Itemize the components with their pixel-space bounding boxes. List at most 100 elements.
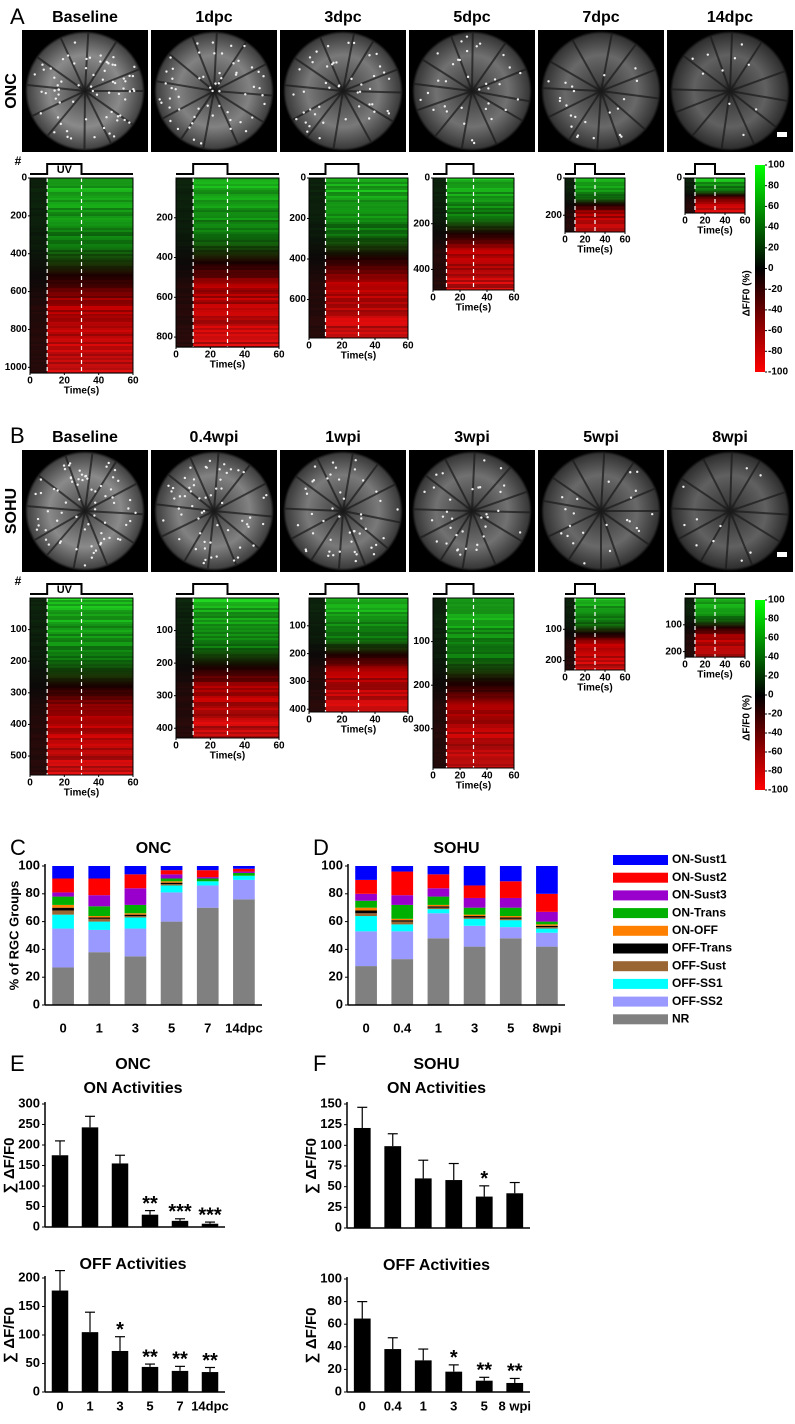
y-tick-label: 100 [18,1326,40,1341]
y-tick-label: 100 [10,624,27,635]
heatmap-frame [308,597,409,713]
cell-dot [329,538,332,542]
bar-segment [427,938,450,1005]
cell-dot [354,559,357,563]
heatmap-row [30,694,133,696]
vessel [47,90,86,137]
y-tick-label: 60 [329,913,343,928]
cell-dot [64,501,68,504]
heatmap-row [176,658,279,660]
x-axis-label: Time(s) [64,788,99,799]
legend-swatch [613,943,668,954]
cell-dot [436,52,439,55]
cell-dot [432,486,436,489]
vessel [83,90,86,150]
vessel [342,90,372,143]
heatmap-row [30,260,133,262]
bar-segment [52,910,74,915]
cell-dot [100,531,103,535]
cell-dot [441,472,444,475]
cell-dot [569,114,573,117]
vessel [84,90,112,144]
x-tick-label: 1 [420,1398,427,1413]
vessel [416,90,473,112]
y-tick-label: 600 [289,294,306,305]
colorbar-tick-label: 0 [768,690,774,701]
cell-dot [218,71,221,75]
pre-stimulus [685,598,695,657]
vessel [600,453,606,512]
legend-label: NR [672,1011,690,1025]
cell-dot [483,459,486,462]
cell-dot [443,105,446,108]
bar-segment [160,884,183,886]
cell-dot [133,65,136,69]
bar [445,1371,463,1392]
colorbar [755,165,765,372]
y-tick-label: 400 [156,252,173,263]
cell-dot [484,82,488,86]
heatmap-row [685,638,745,640]
y-tick-label: 200 [545,210,562,221]
bar [445,1180,463,1228]
y-tick-label: 400 [413,264,430,275]
cell-dot [465,35,469,38]
colorbar-tick-label: -80 [768,346,783,357]
heatmap-row [309,246,408,248]
vessel [471,68,527,92]
bar-segment [88,917,111,919]
cell-dot [691,57,694,60]
vessel [724,510,731,569]
cell-dot [218,104,221,108]
heatmap-row [565,616,625,618]
heatmap-frame [564,177,626,233]
bar-segment [88,921,111,930]
cell-dot [448,498,452,501]
cell-dot [54,97,58,100]
y-tick-label: 300 [289,676,306,687]
cell-dot [441,515,445,518]
heatmap-frame [684,597,746,658]
x-tick-label: 60 [508,771,520,782]
x-axis-label: Time(s) [64,386,99,397]
heatmap-row [565,610,625,612]
x-tick-label: 60 [739,660,751,671]
x-tick-label: 40 [719,660,731,671]
cell-dot [226,528,230,532]
heatmap-row [685,644,745,646]
cell-dot [71,100,75,103]
bar-segment [88,895,111,907]
chart-title: ONC [136,840,172,857]
bar-segment [499,918,522,921]
cell-dot [353,468,357,471]
cell-dot [375,490,378,493]
cell-dot [119,538,122,541]
x-axis-label: Time(s) [210,751,245,762]
bar-segment [355,966,377,1005]
bar-segment [124,928,147,957]
cell-dot [202,75,205,79]
cell-dot [375,52,378,56]
bar-segment [536,928,558,933]
cell-dot [177,108,181,111]
heatmap-row [30,274,133,276]
cell-dot [364,527,368,531]
cell-dot [350,540,353,543]
cell-dot [112,135,116,138]
cell-dot [192,138,196,141]
cell-dot [313,113,317,116]
panel-letter: F [313,1051,326,1076]
vessel [213,33,218,92]
cell-dot [117,92,121,96]
cell-dot [304,487,307,490]
x-tick-label: 20 [454,771,466,782]
x-axis-label: Time(s) [341,725,376,736]
bar-segment [499,920,522,928]
cell-dot [75,548,78,551]
heatmap-row [433,266,514,268]
vessel [191,36,215,92]
y-tick-label: 100 [18,1177,40,1192]
chart-subtitle: OFF Activities [80,1256,187,1273]
cell-dot [40,90,43,93]
cell-dot [188,486,191,489]
